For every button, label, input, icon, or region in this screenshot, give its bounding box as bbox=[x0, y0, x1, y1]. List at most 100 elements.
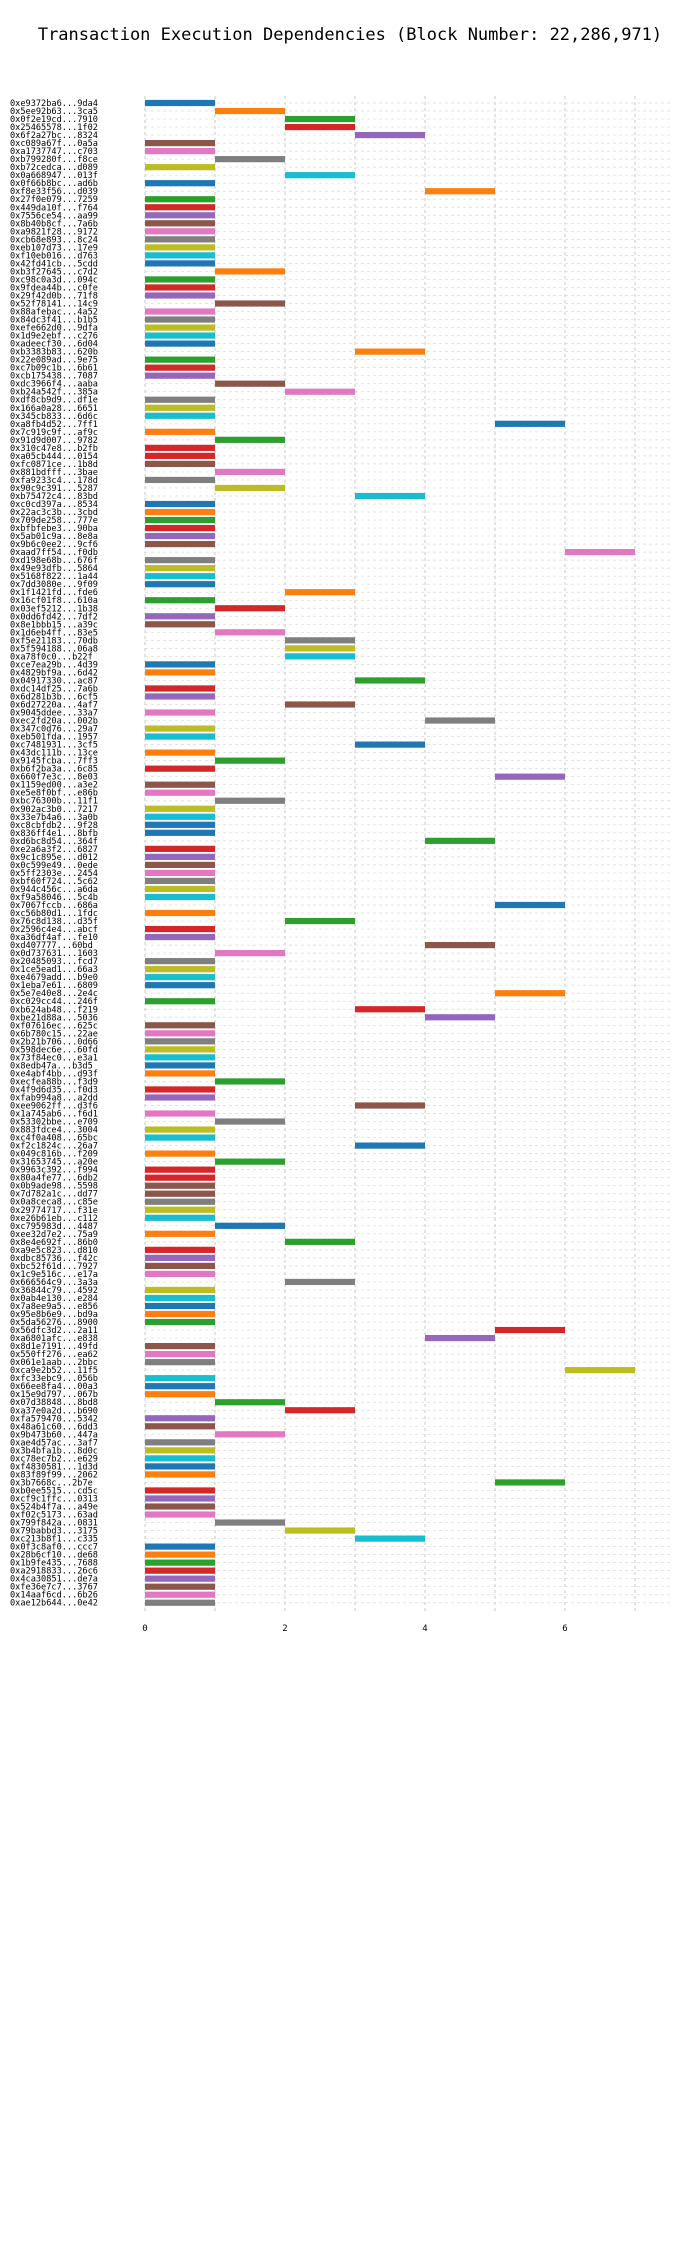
transaction-label: 0x0b9ade98...5598 bbox=[10, 1182, 98, 1192]
transaction-bar bbox=[145, 340, 215, 347]
transaction-bar bbox=[285, 589, 355, 596]
transaction-bar bbox=[145, 821, 215, 828]
transaction-label: 0x6b780c15...22ae bbox=[10, 1029, 98, 1039]
transaction-bar bbox=[145, 228, 215, 235]
transaction-bar bbox=[145, 1254, 215, 1261]
transaction-bar bbox=[495, 1479, 565, 1486]
transaction-label: 0xc089a67f...0a5a bbox=[10, 139, 98, 149]
transaction-label: 0xf10eb016...d763 bbox=[10, 251, 98, 261]
transaction-bar bbox=[215, 797, 285, 804]
transaction-bar bbox=[145, 1134, 215, 1141]
transaction-label: 0x27f0e079...7259 bbox=[10, 195, 98, 205]
transaction-label: 0x7d782a1c...dd77 bbox=[10, 1190, 98, 1200]
transaction-label: 0x0f2e19cd...7910 bbox=[10, 115, 98, 125]
transaction-bar bbox=[145, 364, 215, 371]
x-tick-label: 0 bbox=[142, 1624, 147, 1634]
transaction-label: 0x36844c79...4592 bbox=[10, 1286, 98, 1296]
transaction-label: 0xc795983d...4487 bbox=[10, 1222, 98, 1232]
transaction-bar bbox=[145, 180, 215, 187]
transaction-bar bbox=[425, 188, 495, 195]
transaction-bar bbox=[145, 1206, 215, 1213]
transaction-label: 0x53302bbe...e709 bbox=[10, 1118, 98, 1128]
transaction-label: 0x1d6eb4ff...83e5 bbox=[10, 628, 98, 638]
transaction-bar bbox=[215, 156, 285, 163]
transaction-label: 0x1f1421fd...fde6 bbox=[10, 588, 98, 598]
transaction-label: 0xc78ec7b2...e629 bbox=[10, 1454, 98, 1464]
transaction-label: 0x95e8b6e9...bd9a bbox=[10, 1310, 98, 1320]
transaction-bar bbox=[145, 853, 215, 860]
transaction-label: 0xa05cb444...0154 bbox=[10, 452, 98, 462]
transaction-label: 0xcf9c1ffc...0313 bbox=[10, 1494, 98, 1504]
transaction-label: 0xe2a6a3f2...6827 bbox=[10, 845, 98, 855]
transaction-label: 0x310c47e8...b2fb bbox=[10, 444, 98, 454]
transaction-label: 0xb75472c4...83bd bbox=[10, 492, 98, 502]
transaction-bar bbox=[145, 877, 215, 885]
transaction-bar bbox=[145, 661, 215, 668]
transaction-label: 0xa9821f28...9172 bbox=[10, 227, 98, 237]
transaction-bar bbox=[215, 300, 285, 307]
transaction-bar bbox=[145, 982, 215, 989]
transaction-bar bbox=[495, 901, 565, 909]
transaction-label: 0xa78f0c0...b22f bbox=[10, 652, 93, 662]
transaction-bar bbox=[145, 324, 215, 331]
transaction-label: 0x1159ed00...a3e2 bbox=[10, 781, 98, 791]
transaction-label: 0xca9e2b52...11f5 bbox=[10, 1366, 98, 1376]
transaction-label: 0x22ac3c3b...3cbd bbox=[10, 508, 98, 518]
transaction-label: 0x31653745...a20e bbox=[10, 1158, 98, 1168]
transaction-label: 0x8e1bbb15...a39c bbox=[10, 620, 98, 630]
transaction-bar bbox=[495, 990, 565, 997]
transaction-label: 0xb624ab48...f219 bbox=[10, 1005, 98, 1015]
transaction-bar bbox=[145, 308, 215, 315]
transaction-bar bbox=[145, 1455, 215, 1462]
transaction-label: 0x0a8ceca8...c85e bbox=[10, 1198, 98, 1208]
transaction-bar bbox=[145, 861, 215, 868]
transaction-bar bbox=[145, 1022, 215, 1029]
transaction-bar bbox=[145, 1174, 215, 1181]
transaction-label: 0x43dc111b...13ce bbox=[10, 749, 98, 759]
transaction-bar bbox=[145, 260, 215, 267]
transaction-bar bbox=[145, 1447, 215, 1454]
transaction-label: 0xbc52f61d...7927 bbox=[10, 1262, 98, 1272]
transaction-bar bbox=[145, 1046, 215, 1053]
transaction-label: 0x9963c392...f994 bbox=[10, 1166, 98, 1176]
transaction-bar bbox=[145, 869, 215, 877]
transaction-bar bbox=[285, 388, 355, 395]
transaction-bar bbox=[145, 1423, 215, 1430]
transaction-label: 0x80a4fe77...6db2 bbox=[10, 1174, 98, 1184]
transaction-bar bbox=[145, 412, 215, 419]
transaction-label: 0xe9372ba6...9da4 bbox=[10, 99, 98, 109]
transaction-label: 0x8edb47a...b3d5 bbox=[10, 1061, 93, 1071]
transaction-bar bbox=[425, 717, 495, 724]
transaction-label: 0x7c919c9f...af9c bbox=[10, 428, 98, 438]
transaction-label: 0xb3f27645...c7d2 bbox=[10, 267, 98, 277]
transaction-bar bbox=[145, 1062, 215, 1069]
transaction-label: 0xfe36e7c7...3767 bbox=[10, 1583, 98, 1593]
transaction-bar bbox=[145, 1094, 215, 1101]
transaction-label: 0x709de258...777e bbox=[10, 516, 98, 526]
transaction-bar bbox=[215, 605, 285, 612]
transaction-label: 0xf5e21183...70db bbox=[10, 636, 98, 646]
transaction-bar bbox=[145, 1054, 215, 1061]
transaction-bar bbox=[215, 1399, 285, 1406]
transaction-bar bbox=[145, 1182, 215, 1189]
transaction-label: 0xec2fd20a...002b bbox=[10, 717, 98, 727]
transaction-bar bbox=[145, 789, 215, 796]
transaction-bar bbox=[215, 950, 285, 957]
transaction-label: 0x0ab4e130...e284 bbox=[10, 1294, 98, 1304]
transaction-bar bbox=[145, 1351, 215, 1358]
transaction-bar bbox=[145, 974, 215, 981]
transaction-bar bbox=[145, 292, 215, 299]
transaction-bar bbox=[145, 966, 215, 973]
transaction-bar bbox=[215, 629, 285, 636]
transaction-label: 0x52f78141...14c9 bbox=[10, 300, 98, 310]
transaction-label: 0x76c8d138...d35f bbox=[10, 917, 98, 927]
transaction-bar bbox=[145, 1286, 215, 1294]
transaction-label: 0x56dfc3d2...2a11 bbox=[10, 1326, 98, 1336]
transaction-label: 0xfc33ebc9...056b bbox=[10, 1374, 98, 1384]
transaction-bar bbox=[145, 252, 215, 259]
transaction-label: 0xbf60f724...5c62 bbox=[10, 877, 98, 887]
transaction-label: 0x944c456c...a6da bbox=[10, 885, 98, 895]
transaction-bar bbox=[145, 1471, 215, 1478]
transaction-label: 0xcb68e893...8c24 bbox=[10, 235, 98, 245]
transaction-label: 0x0c599e49...0ede bbox=[10, 861, 98, 871]
